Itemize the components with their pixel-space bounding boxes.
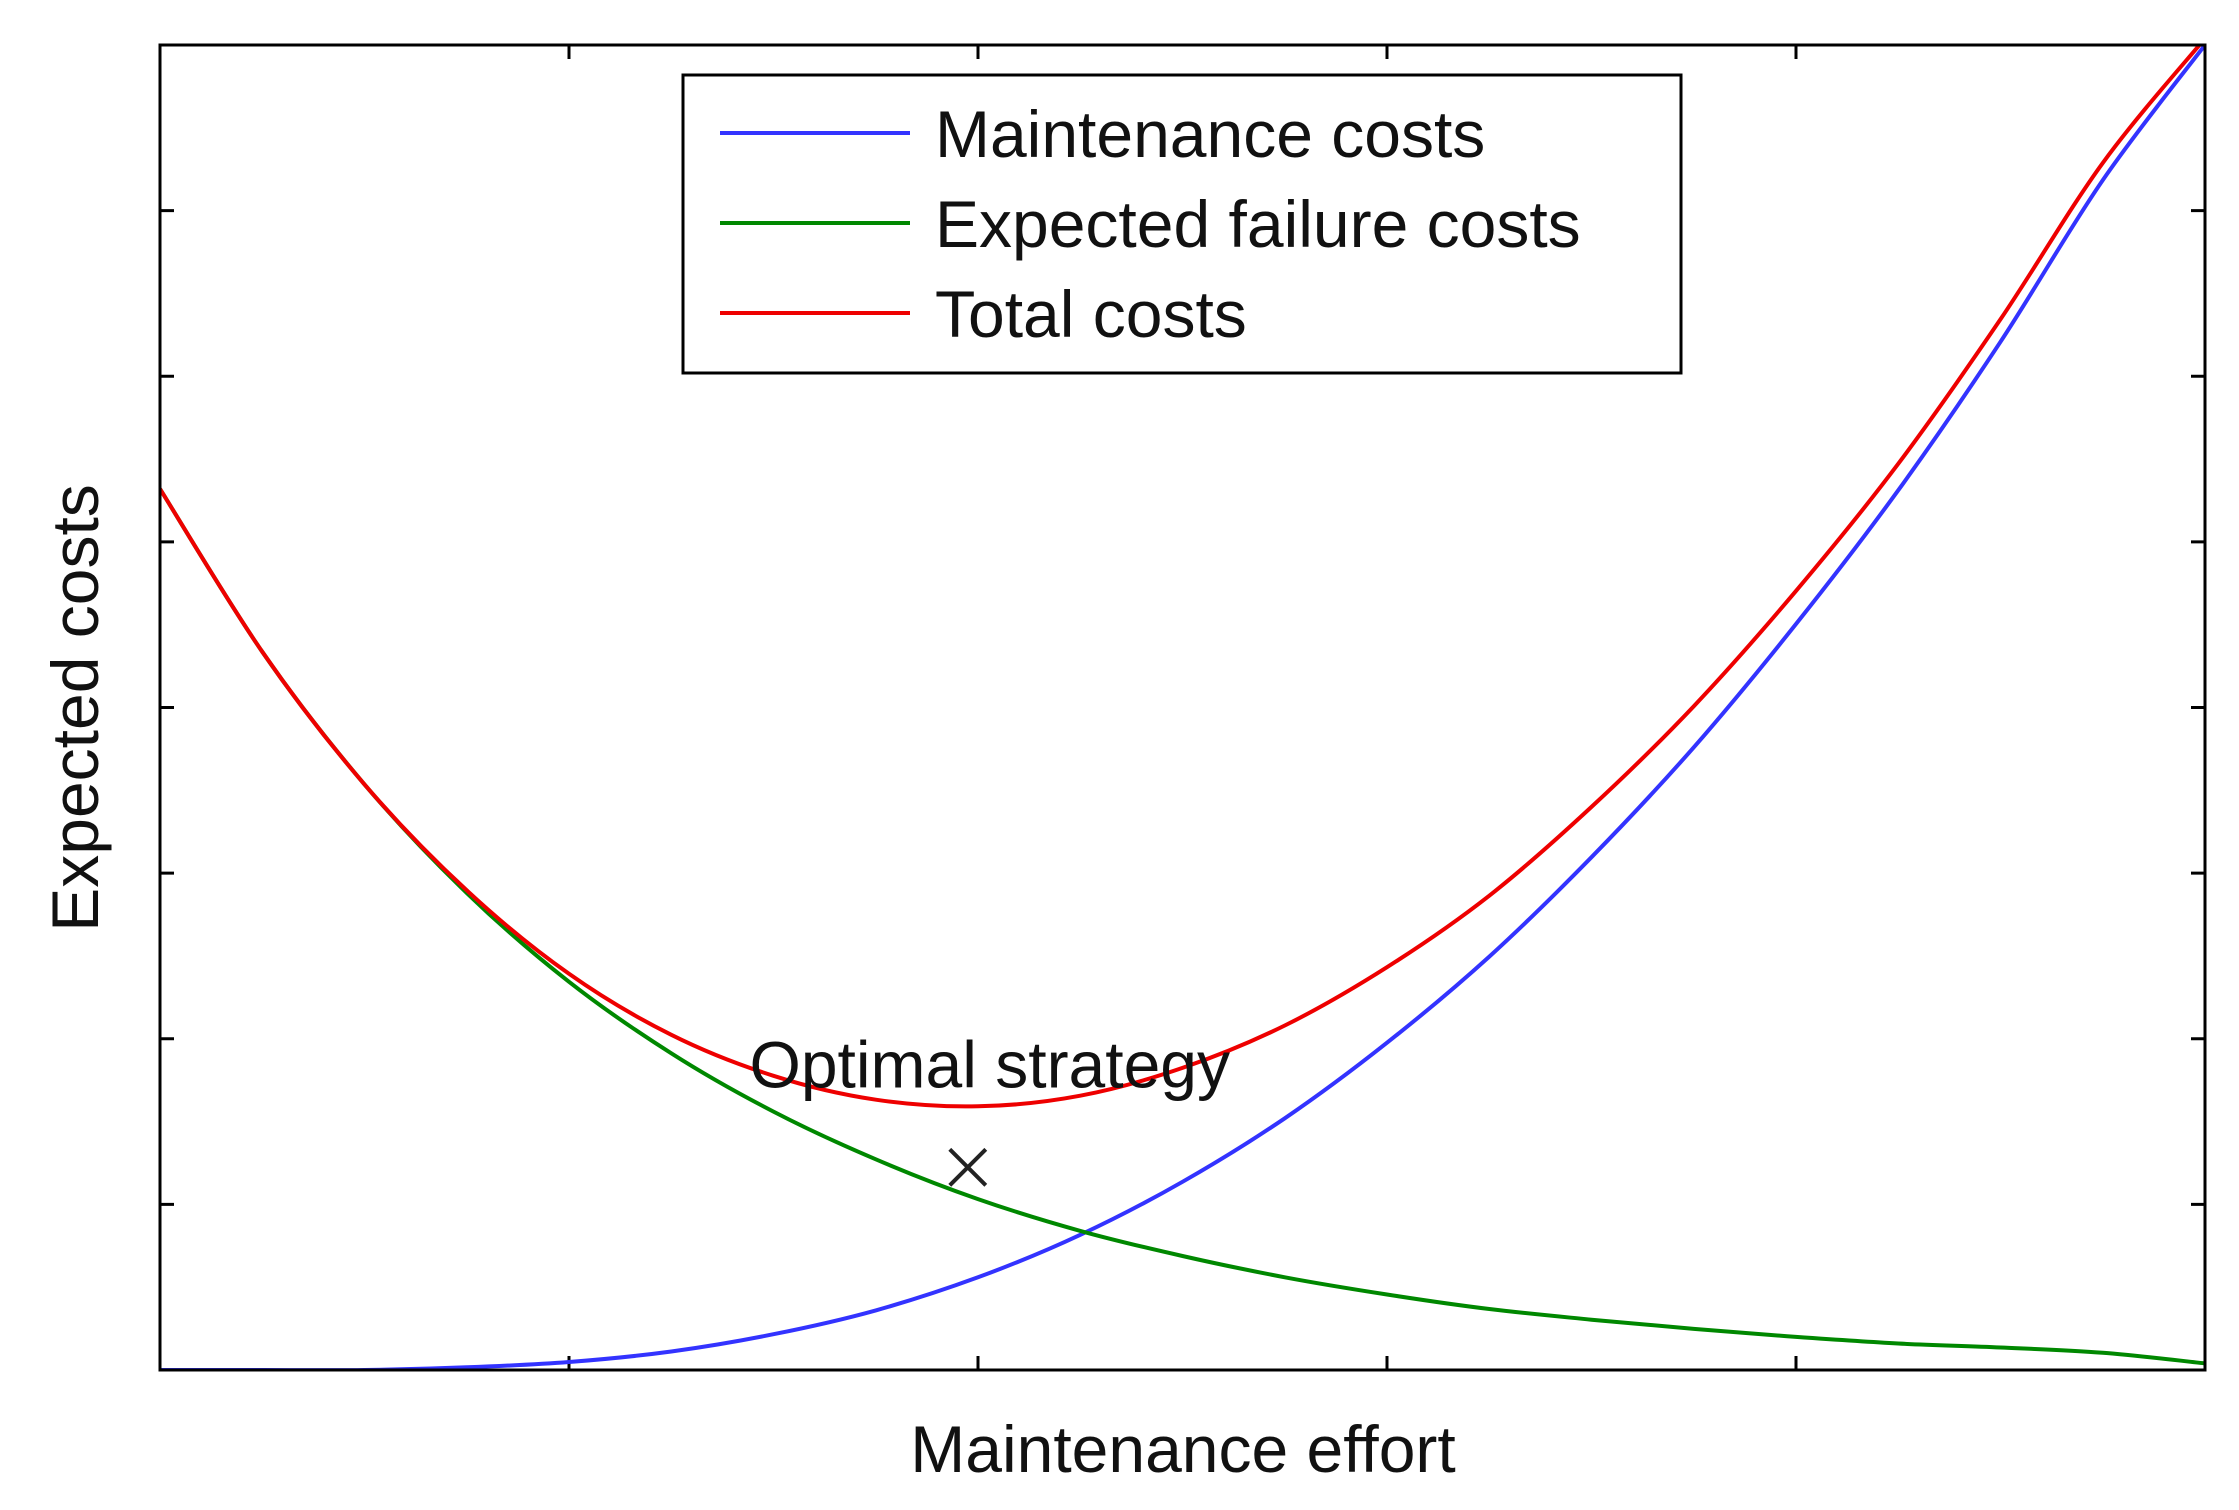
plot-frame	[158, 43, 2207, 1372]
series-layer	[160, 45, 2205, 1370]
optimal-strategy-label: Optimal strategy	[750, 1027, 1231, 1101]
series-line-maintenance-costs	[160, 45, 2205, 1370]
x-axis-label: Maintenance effort	[910, 1412, 1455, 1486]
legend-label: Maintenance costs	[935, 97, 1485, 171]
axis-ticks	[160, 45, 2205, 1370]
legend-label: Total costs	[935, 277, 1247, 351]
y-axis-label: Expected costs	[38, 484, 112, 932]
annotation-layer: Optimal strategy	[750, 1027, 1231, 1187]
legend: Maintenance costs Expected failure costs T…	[681, 73, 1683, 375]
optimal-point-marker	[948, 1147, 988, 1187]
legend-label: Expected failure costs	[935, 187, 1581, 261]
series-line-expected-failure-costs	[160, 487, 2205, 1366]
series-line-total-costs	[160, 45, 2203, 1109]
